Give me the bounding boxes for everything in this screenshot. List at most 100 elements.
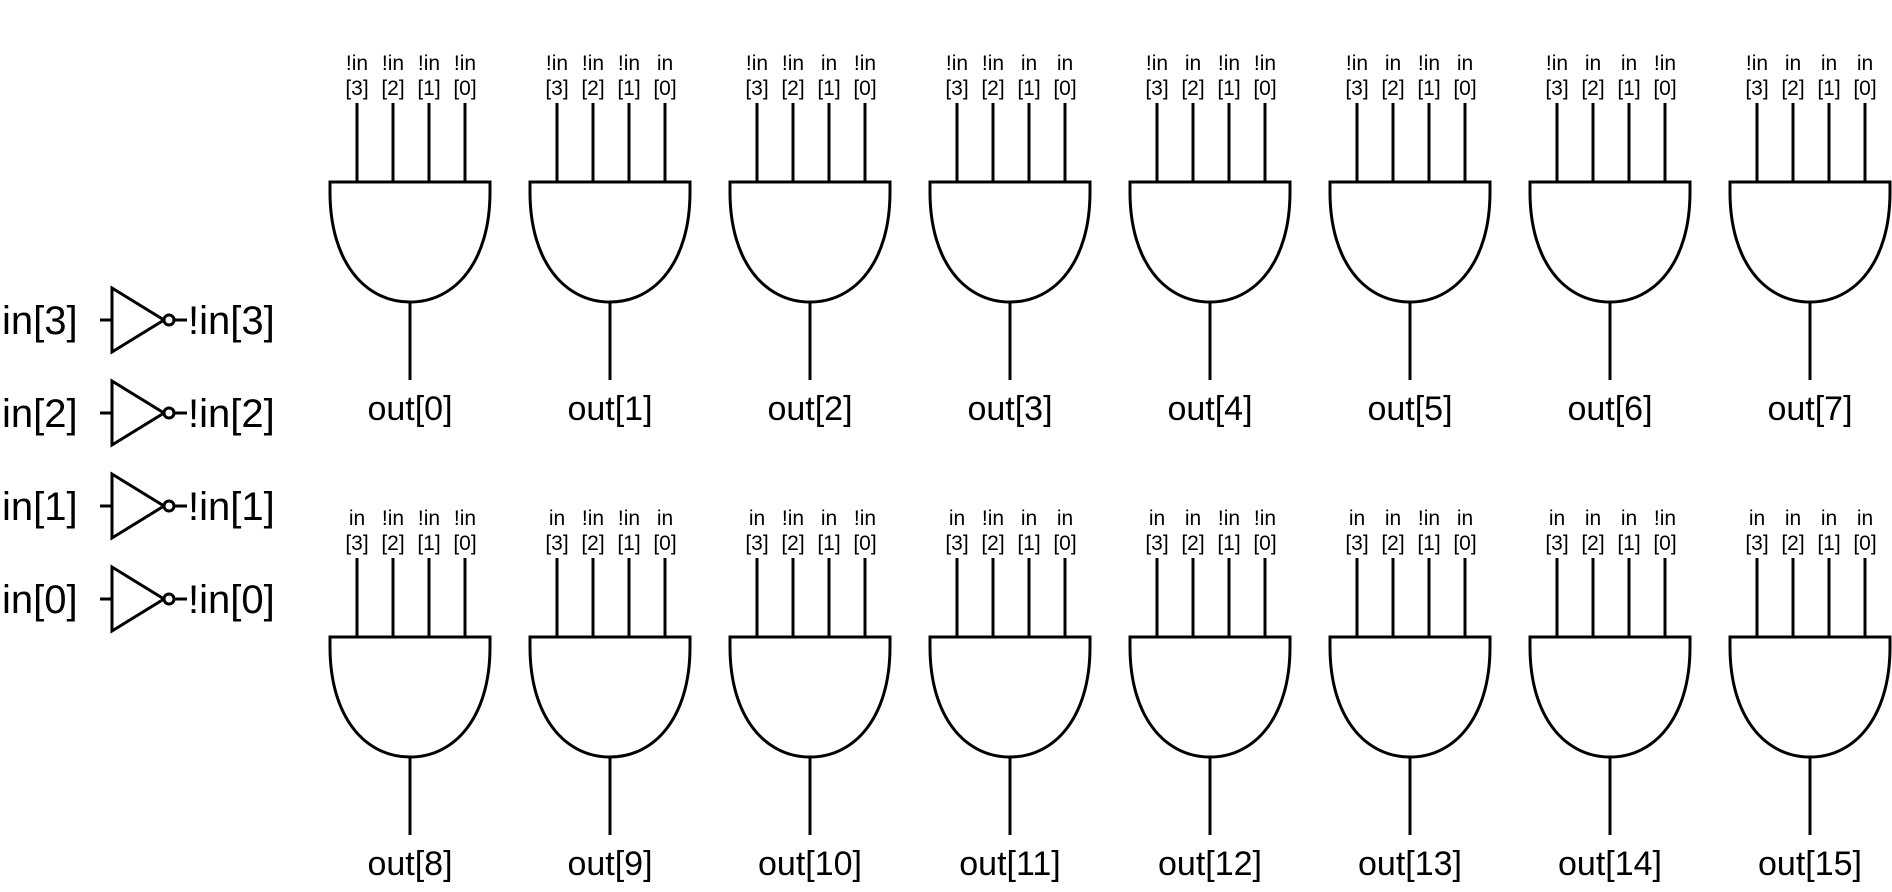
gate-input-signal: in — [1749, 507, 1765, 530]
gate-input-signal: in — [1785, 52, 1801, 75]
gate-input-signal: in — [1149, 507, 1165, 530]
gate-input-signal: in — [1021, 52, 1037, 75]
inverter-input-label: in[0] — [2, 578, 78, 622]
gate-input-index: [1] — [1617, 532, 1640, 555]
and-gate-body — [1128, 635, 1292, 759]
gate-input-index: [0] — [1253, 532, 1276, 555]
and-gate-2: !in[3]!in[2]in[1]!in[0]out[2] — [728, 52, 892, 428]
gate-output-label: out[9] — [567, 845, 652, 883]
gate-input-signal: in — [821, 52, 837, 75]
inverter-bubble — [162, 313, 176, 327]
gate-input-signal: !in — [454, 52, 476, 75]
gate-output-label: out[15] — [1758, 845, 1862, 883]
and-gate-body — [1528, 635, 1692, 759]
gate-input-signal: !in — [1654, 52, 1676, 75]
gate-input-index: [1] — [417, 77, 440, 100]
gate-input-signal: in — [1021, 507, 1037, 530]
gate-input-index: [1] — [417, 532, 440, 555]
gate-input-signal: !in — [946, 52, 968, 75]
gate-input-index: [2] — [1181, 532, 1204, 555]
and-gate-12: in[3]in[2]!in[1]!in[0]out[12] — [1128, 507, 1292, 883]
and-gate-3: !in[3]!in[2]in[1]in[0]out[3] — [928, 52, 1092, 428]
gate-input-signal: !in — [782, 507, 804, 530]
gate-output-label: out[12] — [1158, 845, 1262, 883]
gate-input-index: [3] — [945, 77, 968, 100]
gate-input-index: [0] — [1453, 532, 1476, 555]
gate-input-index: [1] — [1817, 532, 1840, 555]
gate-input-index: [0] — [1653, 77, 1676, 100]
gate-input-index: [2] — [981, 532, 1004, 555]
gate-input-index: [3] — [945, 532, 968, 555]
gate-input-index: [1] — [1017, 532, 1040, 555]
gate-input-index: [0] — [453, 77, 476, 100]
gate-output-label: out[7] — [1767, 390, 1852, 428]
gate-input-signal: in — [1621, 507, 1637, 530]
inverter-bubble — [162, 592, 176, 606]
and-gate-body — [1328, 180, 1492, 304]
gate-output-label: out[5] — [1367, 390, 1452, 428]
and-gate-body — [728, 635, 892, 759]
and-gate-body — [1728, 180, 1892, 304]
inverter-1: in[2] !in[2] — [2, 378, 275, 448]
gate-input-index: [3] — [1745, 77, 1768, 100]
gate-input-index: [2] — [781, 532, 804, 555]
gate-input-index: [0] — [453, 532, 476, 555]
gate-input-index: [1] — [1817, 77, 1840, 100]
gate-input-signal: !in — [1218, 507, 1240, 530]
gate-output-label: out[6] — [1567, 390, 1652, 428]
gate-input-index: [3] — [545, 532, 568, 555]
and-gate-1: !in[3]!in[2]!in[1]in[0]out[1] — [528, 52, 692, 428]
and-gate-5: !in[3]in[2]!in[1]in[0]out[5] — [1328, 52, 1492, 428]
gate-input-index: [2] — [981, 77, 1004, 100]
gate-input-signal: !in — [1146, 52, 1168, 75]
and-gate-7: !in[3]in[2]in[1]in[0]out[7] — [1728, 52, 1892, 428]
gate-input-signal: in — [1185, 507, 1201, 530]
gate-input-signal: !in — [346, 52, 368, 75]
gate-input-signal: !in — [418, 507, 440, 530]
and-gate-body — [328, 180, 492, 304]
gate-input-index: [3] — [1545, 77, 1568, 100]
gate-input-index: [0] — [1053, 77, 1076, 100]
gate-input-signal: !in — [546, 52, 568, 75]
gate-input-signal: in — [549, 507, 565, 530]
gate-input-index: [3] — [345, 532, 368, 555]
gate-input-signal: in — [1857, 52, 1873, 75]
inverter-input-label: in[2] — [2, 392, 78, 436]
gate-input-signal: !in — [1546, 52, 1568, 75]
gate-input-index: [3] — [745, 532, 768, 555]
and-gate-body — [1328, 635, 1492, 759]
gate-output-label: out[2] — [767, 390, 852, 428]
gate-input-index: [1] — [817, 77, 840, 100]
gate-input-index: [0] — [1853, 532, 1876, 555]
and-gate-body — [528, 635, 692, 759]
gate-input-signal: !in — [454, 507, 476, 530]
gate-input-signal: !in — [1654, 507, 1676, 530]
inverter-bubble — [162, 499, 176, 513]
gate-input-signal: in — [1585, 52, 1601, 75]
gate-input-index: [0] — [1453, 77, 1476, 100]
gate-input-index: [1] — [1217, 532, 1240, 555]
gate-input-signal: !in — [1418, 52, 1440, 75]
gate-input-signal: in — [1621, 52, 1637, 75]
gate-input-index: [0] — [653, 77, 676, 100]
gate-output-label: out[13] — [1358, 845, 1462, 883]
gate-output-label: out[11] — [959, 845, 1060, 883]
gate-input-index: [3] — [1345, 532, 1368, 555]
gate-input-index: [2] — [581, 77, 604, 100]
gate-input-index: [3] — [1145, 77, 1168, 100]
gate-input-index: [0] — [653, 532, 676, 555]
gate-input-signal: !in — [382, 507, 404, 530]
and-gate-6: !in[3]in[2]in[1]!in[0]out[6] — [1528, 52, 1692, 428]
gate-input-signal: in — [1349, 507, 1365, 530]
inverter-output-label: !in[1] — [188, 485, 275, 529]
inverter-input-label: in[3] — [2, 299, 78, 343]
inverter-0: in[3] !in[3] — [2, 285, 275, 355]
inverter-2: in[1] !in[1] — [2, 471, 275, 541]
gate-input-signal: in — [349, 507, 365, 530]
and-gate-body — [328, 635, 492, 759]
gate-input-index: [0] — [1053, 532, 1076, 555]
gate-input-index: [0] — [1853, 77, 1876, 100]
gate-input-signal: !in — [982, 52, 1004, 75]
gate-input-index: [1] — [617, 77, 640, 100]
